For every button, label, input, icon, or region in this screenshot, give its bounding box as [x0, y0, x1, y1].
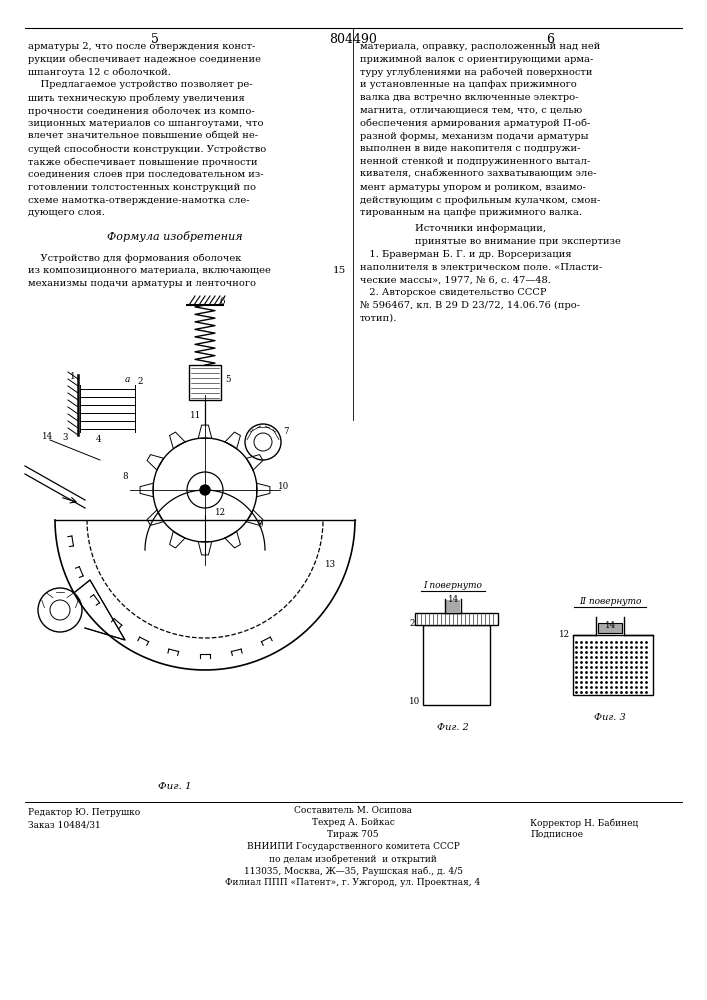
Text: 3: 3 — [62, 433, 67, 442]
Text: и установленные на цапфах прижимного: и установленные на цапфах прижимного — [360, 80, 577, 89]
Text: Устройство для формования оболочек: Устройство для формования оболочек — [28, 253, 241, 263]
Text: 113035, Москва, Ж—35, Раушская наб., д. 4/5: 113035, Москва, Ж—35, Раушская наб., д. … — [243, 866, 462, 876]
Text: 1: 1 — [70, 372, 76, 381]
Text: выполнен в виде накопителя с подпружи-: выполнен в виде накопителя с подпружи- — [360, 144, 580, 153]
Text: шить техническую проблему увеличения: шить техническую проблему увеличения — [28, 93, 245, 103]
Text: ВНИИПИ Государственного комитета СССР: ВНИИПИ Государственного комитета СССР — [247, 842, 460, 851]
Text: соединения слоев при последовательном из-: соединения слоев при последовательном из… — [28, 170, 264, 179]
Text: 2. Авторское свидетельство СССР: 2. Авторское свидетельство СССР — [360, 288, 547, 297]
Text: 13: 13 — [325, 560, 336, 569]
Text: 14: 14 — [448, 595, 459, 604]
Text: из композиционного материала, включающее: из композиционного материала, включающее — [28, 266, 271, 275]
Text: 5: 5 — [151, 33, 159, 46]
Text: 12: 12 — [559, 630, 570, 639]
Text: Редактор Ю. Петрушко: Редактор Ю. Петрушко — [28, 808, 140, 817]
Text: Фиг. 1: Фиг. 1 — [158, 782, 192, 791]
Text: 9: 9 — [258, 520, 264, 529]
Text: также обеспечивает повышение прочности: также обеспечивает повышение прочности — [28, 157, 257, 167]
Text: Составитель М. Осипова: Составитель М. Осипова — [294, 806, 412, 815]
Text: принятые во внимание при экспертизе: принятые во внимание при экспертизе — [415, 237, 621, 246]
Text: Корректор Н. Бабинец: Корректор Н. Бабинец — [530, 818, 638, 828]
Text: Формула изобретения: Формула изобретения — [107, 231, 243, 242]
Text: Фиг. 3: Фиг. 3 — [594, 713, 626, 722]
Text: № 596467, кл. B 29 D 23/72, 14.06.76 (про-: № 596467, кл. B 29 D 23/72, 14.06.76 (пр… — [360, 301, 580, 310]
Text: тотип).: тотип). — [360, 314, 397, 323]
Text: 5: 5 — [225, 375, 230, 384]
Text: механизмы подачи арматуры и ленточного: механизмы подачи арматуры и ленточного — [28, 279, 256, 288]
Text: 10: 10 — [278, 482, 289, 491]
Text: арматуры 2, что после отверждения конст-: арматуры 2, что после отверждения конст- — [28, 42, 255, 51]
Text: a: a — [125, 375, 130, 384]
Text: материала, оправку, расположенный над ней: материала, оправку, расположенный над не… — [360, 42, 600, 51]
Text: дующего слоя.: дующего слоя. — [28, 208, 105, 217]
Text: действующим с профильным кулачком, смон-: действующим с профильным кулачком, смон- — [360, 196, 600, 205]
Text: прижимной валок с ориентирующими арма-: прижимной валок с ориентирующими арма- — [360, 55, 593, 64]
Bar — [446, 600, 460, 612]
Text: 14: 14 — [604, 621, 616, 630]
Text: 6: 6 — [546, 33, 554, 46]
Text: ческие массы», 1977, № 6, с. 47—48.: ческие массы», 1977, № 6, с. 47—48. — [360, 275, 551, 284]
Bar — [598, 623, 622, 633]
Text: влечет значительное повышение общей не-: влечет значительное повышение общей не- — [28, 132, 258, 141]
Text: туру углублениями на рабочей поверхности: туру углублениями на рабочей поверхности — [360, 68, 592, 77]
Text: рукции обеспечивает надежное соединение: рукции обеспечивает надежное соединение — [28, 55, 261, 64]
Text: зиционных материалов со шпангоутами, что: зиционных материалов со шпангоутами, что — [28, 119, 264, 128]
Text: 14: 14 — [42, 432, 53, 441]
Text: кивателя, снабженного захватывающим эле-: кивателя, снабженного захватывающим эле- — [360, 170, 597, 179]
Text: наполнителя в электрическом поле. «Пласти-: наполнителя в электрическом поле. «Пласт… — [360, 263, 602, 272]
Text: Техред А. Бойкас: Техред А. Бойкас — [312, 818, 395, 827]
Text: 15: 15 — [333, 266, 346, 275]
Text: 12: 12 — [215, 508, 226, 517]
Text: I повернуто: I повернуто — [423, 581, 482, 590]
Text: 11: 11 — [190, 411, 201, 420]
Text: 2: 2 — [409, 619, 414, 628]
Text: 8: 8 — [122, 472, 128, 481]
Text: Филиал ППП «Патент», г. Ужгород, ул. Проектная, 4: Филиал ППП «Патент», г. Ужгород, ул. Про… — [226, 878, 481, 887]
Text: Источники информации,: Источники информации, — [415, 224, 546, 233]
Text: разной формы, механизм подачи арматуры: разной формы, механизм подачи арматуры — [360, 132, 588, 141]
Text: мент арматуры упором и роликом, взаимо-: мент арматуры упором и роликом, взаимо- — [360, 183, 586, 192]
Text: Подписное: Подписное — [530, 830, 583, 839]
Text: магнита, отличающиеся тем, что, с целью: магнита, отличающиеся тем, что, с целью — [360, 106, 583, 115]
Text: 6: 6 — [219, 297, 225, 306]
Text: схеме намотка-отверждение-намотка сле-: схеме намотка-отверждение-намотка сле- — [28, 196, 250, 205]
Text: валка два встречно включенные электро-: валка два встречно включенные электро- — [360, 93, 578, 102]
Bar — [423, 625, 490, 705]
Text: 804490: 804490 — [329, 33, 377, 46]
Bar — [423, 625, 490, 705]
Text: тированным на цапфе прижимного валка.: тированным на цапфе прижимного валка. — [360, 208, 582, 217]
Bar — [415, 613, 498, 625]
Text: 7: 7 — [283, 427, 288, 436]
Text: 1. Браверман Б. Г. и др. Ворсеризация: 1. Браверман Б. Г. и др. Ворсеризация — [360, 250, 572, 259]
Text: сущей способности конструкции. Устройство: сущей способности конструкции. Устройств… — [28, 144, 267, 154]
Text: шпангоута 12 с оболочкой.: шпангоута 12 с оболочкой. — [28, 68, 171, 77]
Text: готовлении толстостенных конструкций по: готовлении толстостенных конструкций по — [28, 183, 256, 192]
Text: 10: 10 — [409, 697, 420, 706]
Text: Фиг. 2: Фиг. 2 — [437, 723, 469, 732]
Text: 4: 4 — [96, 435, 102, 444]
Text: Предлагаемое устройство позволяет ре-: Предлагаемое устройство позволяет ре- — [28, 80, 252, 89]
Text: Заказ 10484/31: Заказ 10484/31 — [28, 820, 101, 829]
Text: ненной стенкой и подпружиненного вытал-: ненной стенкой и подпружиненного вытал- — [360, 157, 590, 166]
Circle shape — [200, 485, 210, 495]
Bar — [573, 635, 653, 695]
Text: II повернуто: II повернуто — [579, 597, 641, 606]
Text: обеспечения армирования арматурой П-об-: обеспечения армирования арматурой П-об- — [360, 119, 590, 128]
Text: 2: 2 — [137, 377, 143, 386]
Text: Тираж 705: Тираж 705 — [327, 830, 379, 839]
Text: по делам изобретений  и открытий: по делам изобретений и открытий — [269, 854, 437, 863]
Bar — [189, 365, 221, 400]
Text: прочности соединения оболочек из компо-: прочности соединения оболочек из компо- — [28, 106, 255, 115]
